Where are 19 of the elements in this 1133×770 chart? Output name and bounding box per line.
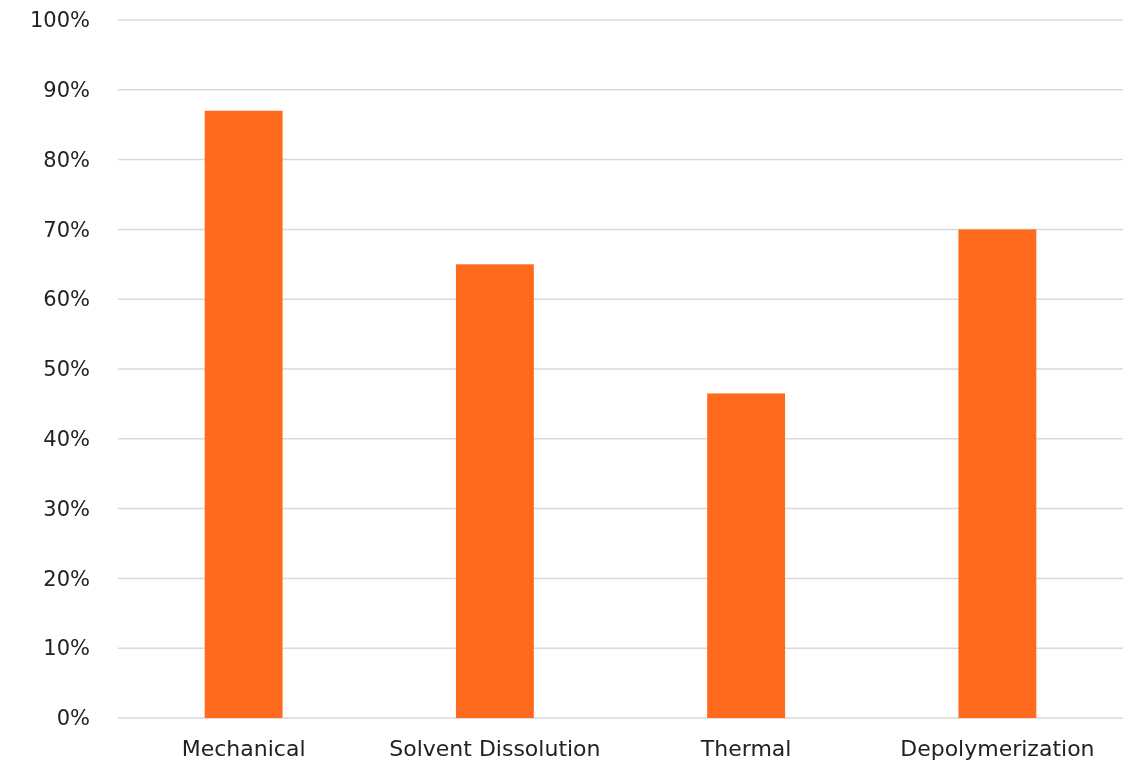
y-tick-label: 10% <box>43 636 90 661</box>
bar <box>455 264 534 718</box>
y-tick-label: 50% <box>43 357 90 382</box>
x-tick-label: Mechanical <box>181 735 306 761</box>
y-tick-label: 40% <box>43 427 90 452</box>
bar <box>204 110 283 718</box>
bar <box>958 229 1037 718</box>
bar <box>707 393 786 718</box>
y-tick-label: 20% <box>43 566 90 591</box>
x-tick-label: Thermal <box>699 735 792 761</box>
y-tick-label: 80% <box>43 147 90 172</box>
y-tick-label: 100% <box>29 8 90 33</box>
y-tick-label: 70% <box>43 217 90 242</box>
y-tick-label: 0% <box>56 706 90 731</box>
y-tick-label: 60% <box>43 287 90 312</box>
y-tick-label: 30% <box>43 496 90 521</box>
x-tick-label: Solvent Dissolution <box>389 735 601 761</box>
y-tick-label: 90% <box>43 78 90 103</box>
x-tick-label: Depolymerization <box>900 735 1095 761</box>
